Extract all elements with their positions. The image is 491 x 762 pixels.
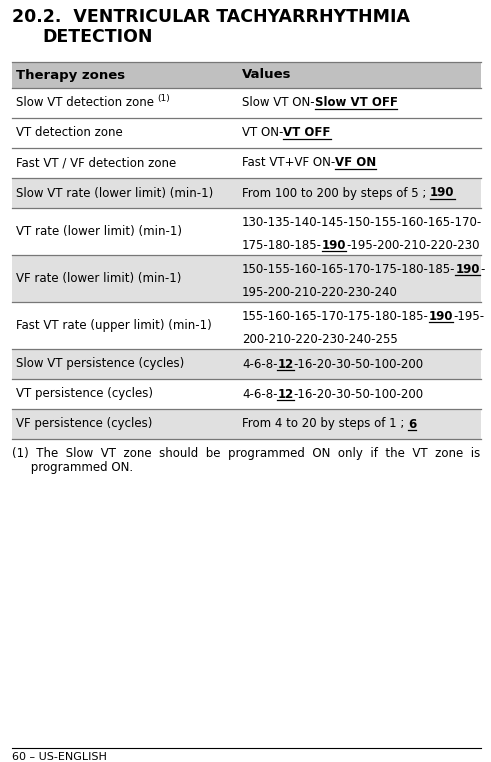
Bar (12, 88, 481, 118)
Text: Slow VT OFF: Slow VT OFF (315, 97, 398, 110)
Bar (12, 409, 481, 439)
Text: VF rate (lower limit) (min-1): VF rate (lower limit) (min-1) (16, 272, 181, 285)
Bar (12, 62, 481, 88)
Text: -16-20-30-50-100-200: -16-20-30-50-100-200 (294, 357, 424, 370)
Text: 195-200-210-220-230-240: 195-200-210-220-230-240 (242, 286, 398, 299)
Text: VT ON-: VT ON- (242, 126, 283, 139)
Bar (12, 178, 481, 208)
Text: VT persistence (cycles): VT persistence (cycles) (16, 388, 153, 401)
Text: Values: Values (242, 69, 292, 82)
Bar (12, 148, 481, 178)
Text: 190: 190 (430, 187, 455, 200)
Text: -195-: -195- (453, 309, 485, 322)
Text: Slow VT detection zone: Slow VT detection zone (16, 97, 158, 110)
Text: Fast VT+VF ON-: Fast VT+VF ON- (242, 156, 335, 169)
Text: VT rate (lower limit) (min-1): VT rate (lower limit) (min-1) (16, 225, 182, 238)
Text: 190: 190 (456, 263, 480, 276)
Text: VF ON: VF ON (335, 156, 377, 169)
Bar (12, 379, 481, 409)
Bar (12, 302, 481, 349)
Text: 150-155-160-165-170-175-180-185-: 150-155-160-165-170-175-180-185- (242, 263, 456, 276)
Bar (12, 255, 481, 302)
Text: From 100 to 200 by steps of 5 ;: From 100 to 200 by steps of 5 ; (242, 187, 430, 200)
Text: Slow VT rate (lower limit) (min-1): Slow VT rate (lower limit) (min-1) (16, 187, 213, 200)
Bar (12, 118, 481, 148)
Text: Slow VT persistence (cycles): Slow VT persistence (cycles) (16, 357, 184, 370)
Text: 200-210-220-230-240-255: 200-210-220-230-240-255 (242, 333, 398, 346)
Text: VT OFF: VT OFF (283, 126, 331, 139)
Text: VF persistence (cycles): VF persistence (cycles) (16, 418, 152, 431)
Text: Fast VT / VF detection zone: Fast VT / VF detection zone (16, 156, 176, 169)
Text: -: - (480, 263, 485, 276)
Text: 6: 6 (408, 418, 416, 431)
Text: Slow VT ON-: Slow VT ON- (242, 97, 315, 110)
Text: From 4 to 20 by steps of 1 ;: From 4 to 20 by steps of 1 ; (242, 418, 408, 431)
Text: 60 – US-ENGLISH: 60 – US-ENGLISH (12, 752, 107, 762)
Text: 4-6-8-: 4-6-8- (242, 388, 277, 401)
Text: Fast VT rate (upper limit) (min-1): Fast VT rate (upper limit) (min-1) (16, 319, 212, 332)
Text: -195-200-210-220-230: -195-200-210-220-230 (347, 239, 480, 252)
Text: -16-20-30-50-100-200: -16-20-30-50-100-200 (294, 388, 424, 401)
Bar (12, 349, 481, 379)
Text: 4-6-8-: 4-6-8- (242, 357, 277, 370)
Text: 190: 190 (429, 309, 453, 322)
Text: 12: 12 (277, 388, 294, 401)
Text: DETECTION: DETECTION (42, 28, 153, 46)
Text: 130-135-140-145-150-155-160-165-170-: 130-135-140-145-150-155-160-165-170- (242, 216, 482, 229)
Text: 175-180-185-: 175-180-185- (242, 239, 322, 252)
Text: (1): (1) (158, 94, 170, 103)
Text: 155-160-165-170-175-180-185-: 155-160-165-170-175-180-185- (242, 309, 429, 322)
Text: (1)  The  Slow  VT  zone  should  be  programmed  ON  only  if  the  VT  zone  i: (1) The Slow VT zone should be programme… (12, 447, 480, 460)
Text: 12: 12 (277, 357, 294, 370)
Text: 20.2.  VENTRICULAR TACHYARRHYTHMIA: 20.2. VENTRICULAR TACHYARRHYTHMIA (12, 8, 410, 26)
Text: 190: 190 (322, 239, 347, 252)
Text: VT detection zone: VT detection zone (16, 126, 123, 139)
Text: Therapy zones: Therapy zones (16, 69, 125, 82)
Text: programmed ON.: programmed ON. (12, 461, 133, 474)
Bar (12, 208, 481, 255)
